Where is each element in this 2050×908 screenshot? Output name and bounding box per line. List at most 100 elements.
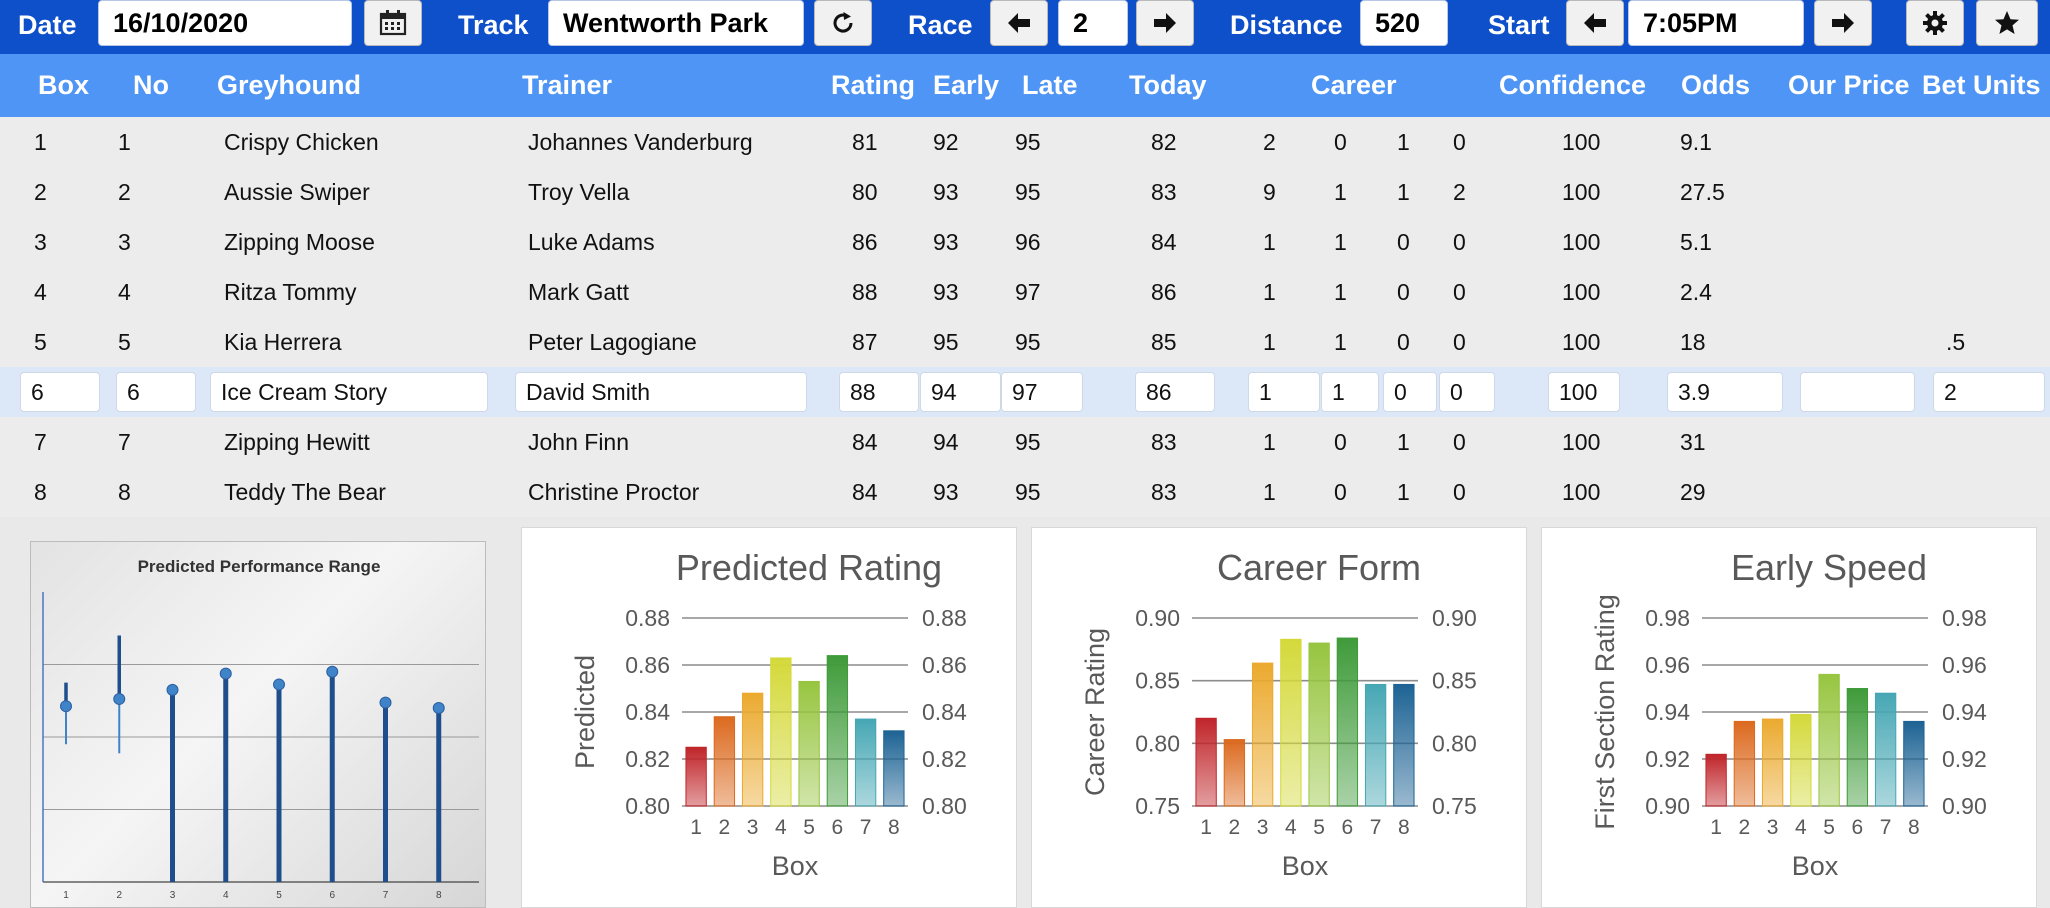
cell-late[interactable]: 97 xyxy=(1001,372,1083,412)
cell-career-wins: 0 xyxy=(1334,129,1347,155)
cell-today[interactable]: 86 xyxy=(1135,372,1215,412)
x-tick-label: 7 xyxy=(1370,816,1382,839)
table-row[interactable]: 3 3 Zipping Moose Luke Adams 86 93 96 84 1 1 0 0 100… xyxy=(0,217,2050,267)
cell-bet-units[interactable]: 2 xyxy=(1933,372,2045,412)
race-number-field[interactable]: 2 xyxy=(1058,0,1128,46)
column-header-rating[interactable]: Rating xyxy=(831,70,915,100)
x-tick-label: 7 xyxy=(860,816,872,839)
cell-trainer: Troy Vella xyxy=(528,179,630,205)
y-tick-label-left: 0.85 xyxy=(1135,668,1180,694)
start-next-button[interactable] xyxy=(1814,0,1872,46)
cell-early[interactable]: 94 xyxy=(920,372,1001,412)
y-tick-label-right: 0.92 xyxy=(1942,746,1987,772)
race-next-button[interactable] xyxy=(1136,0,1194,46)
distance-field[interactable]: 520 xyxy=(1360,0,1448,46)
column-header-no[interactable]: No xyxy=(133,70,169,100)
bar-box-5 xyxy=(1818,673,1840,807)
cell-career-seconds[interactable]: 0 xyxy=(1383,372,1437,412)
cell-greyhound: Aussie Swiper xyxy=(224,179,370,205)
performance-range-panel: Predicted Performance Range 1 2 3 4 5 6 7 8 xyxy=(30,541,486,908)
cell-rating: 80 xyxy=(852,179,878,205)
x-tick-label: 5 xyxy=(276,890,282,901)
cell-career-wins: 1 xyxy=(1334,179,1347,205)
table-row[interactable]: 2 2 Aussie Swiper Troy Vella 80 93 95 83 9 1 1 2 100… xyxy=(0,167,2050,217)
cell-career-thirds: 2 xyxy=(1453,179,1466,205)
cell-career-seconds: 0 xyxy=(1397,329,1410,355)
column-header-odds[interactable]: Odds xyxy=(1681,70,1751,100)
column-header-career[interactable]: Career xyxy=(1311,70,1397,100)
range-point-box-1 xyxy=(60,700,72,713)
x-tick-label: 6 xyxy=(1342,816,1354,839)
table-row[interactable]: 6 6 Ice Cream Story David Smith 88 94 97 86 1 1 0 0… xyxy=(0,367,2050,417)
table-row[interactable]: 4 4 Ritza Tommy Mark Gatt 88 93 97 86 1 1 0 0 100 2.4 xyxy=(0,267,2050,317)
charts-area: Predicted Performance Range 1 2 3 4 5 6 7 8 Pred… xyxy=(0,517,2050,908)
calendar-button[interactable] xyxy=(364,0,422,46)
x-tick-label: 3 xyxy=(170,890,176,901)
cell-box: 3 xyxy=(34,229,47,255)
race-label: Race xyxy=(908,10,973,40)
cell-career-seconds: 0 xyxy=(1397,229,1410,255)
column-header-bet-units[interactable]: Bet Units xyxy=(1922,70,2041,100)
start-prev-button[interactable] xyxy=(1566,0,1624,46)
bar-box-6 xyxy=(1846,688,1869,807)
column-header-our-price[interactable]: Our Price xyxy=(1788,70,1910,100)
x-tick-label: 1 xyxy=(1710,816,1722,839)
cell-career-seconds: 0 xyxy=(1397,279,1410,305)
track-field[interactable]: Wentworth Park xyxy=(548,0,804,46)
cell-box: 4 xyxy=(34,279,47,305)
cell-box: 7 xyxy=(34,429,47,455)
cell-career-starts[interactable]: 1 xyxy=(1248,372,1320,412)
column-header-trainer[interactable]: Trainer xyxy=(522,70,613,100)
date-label: Date xyxy=(18,10,77,40)
career-form-chart: Career Form 0.75 0.75 0.80 0.80 0.85 0.85 0.90 0… xyxy=(1080,547,1477,881)
x-tick-label: 6 xyxy=(832,816,844,839)
table-row[interactable]: 1 1 Crispy Chicken Johannes Vanderburg 81 92 9… xyxy=(0,117,2050,167)
cell-confidence[interactable]: 100 xyxy=(1548,372,1620,412)
range-point-box-4 xyxy=(219,667,232,680)
settings-button[interactable] xyxy=(1906,0,1964,46)
x-tick-label: 8 xyxy=(1908,816,1920,839)
favorite-button[interactable] xyxy=(1976,0,2038,46)
cell-career-thirds[interactable]: 0 xyxy=(1439,372,1495,412)
range-point-box-6 xyxy=(326,665,339,678)
bar-box-6 xyxy=(826,655,849,807)
cell-career-wins[interactable]: 1 xyxy=(1321,372,1379,412)
column-header-late[interactable]: Late xyxy=(1022,70,1078,100)
column-header-today[interactable]: Today xyxy=(1129,70,1207,100)
cell-odds[interactable]: 3.9 xyxy=(1667,372,1783,412)
chart-title: Predicted Performance Range xyxy=(138,557,381,576)
cell-early: 92 xyxy=(933,129,959,155)
column-header-confidence[interactable]: Confidence xyxy=(1499,70,1647,100)
cell-odds: 27.5 xyxy=(1680,179,1725,205)
cell-rating: 87 xyxy=(852,329,878,355)
cell-greyhound[interactable]: Ice Cream Story xyxy=(210,372,488,412)
column-header-greyhound[interactable]: Greyhound xyxy=(217,70,362,100)
cell-odds: 2.4 xyxy=(1680,279,1712,305)
range-point-box-7 xyxy=(379,696,392,709)
bar-box-5 xyxy=(1308,642,1330,807)
cell-rating[interactable]: 88 xyxy=(839,372,919,412)
x-tick-label: 2 xyxy=(719,816,731,839)
race-prev-button[interactable] xyxy=(990,0,1048,46)
cell-career-wins: 1 xyxy=(1334,279,1347,305)
cell-today: 85 xyxy=(1151,329,1177,355)
date-field[interactable]: 16/10/2020 xyxy=(98,0,352,46)
start-time-field[interactable]: 7:05PM xyxy=(1628,0,1804,46)
cell-our-price[interactable] xyxy=(1800,372,1915,412)
bar-box-1 xyxy=(1195,717,1217,807)
y-tick-label-right: 0.88 xyxy=(922,605,967,631)
x-tick-label: 2 xyxy=(1229,816,1241,839)
table-row[interactable]: 8 8 Teddy The Bear Christine Proctor 84 93 95 8… xyxy=(0,467,2050,517)
column-header-box[interactable]: Box xyxy=(38,70,90,100)
column-header-early[interactable]: Early xyxy=(933,70,1000,100)
cell-trainer[interactable]: David Smith xyxy=(515,372,807,412)
cell-early: 94 xyxy=(933,429,959,455)
cell-number[interactable]: 6 xyxy=(116,372,196,412)
table-row[interactable]: 5 5 Kia Herrera Peter Lagogiane 87 95 95 85 1 1 0 0… xyxy=(0,317,2050,367)
cell-odds: 18 xyxy=(1680,329,1706,355)
refresh-button[interactable] xyxy=(814,0,872,46)
cell-box[interactable]: 6 xyxy=(20,372,100,412)
distance-label: Distance xyxy=(1230,10,1343,40)
chart-title: Career Form xyxy=(1217,547,1421,588)
table-row[interactable]: 7 7 Zipping Hewitt John Finn 84 94 95 83 1 0 1 0 100… xyxy=(0,417,2050,467)
